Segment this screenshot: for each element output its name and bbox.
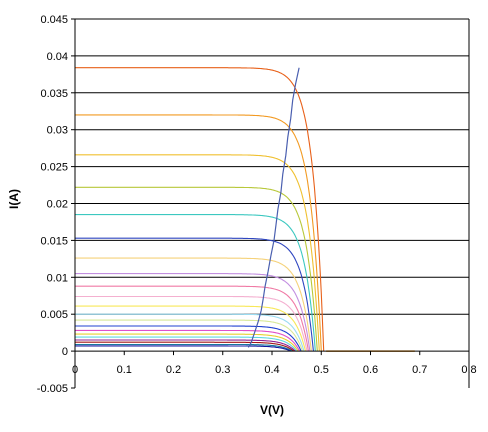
y-tick-label: 0.005 [40, 309, 68, 321]
iv-curve-20 [75, 345, 291, 352]
x-tick-label: 0.4 [264, 364, 279, 376]
iv-curve-0 [75, 67, 325, 352]
iv-curve-8 [75, 285, 309, 352]
x-tick-label: 0.3 [215, 364, 230, 376]
x-tick-label: 0.8 [461, 364, 476, 376]
iv-curve-4 [75, 214, 316, 352]
iv-curve-7 [75, 273, 311, 352]
y-tick-label: 0.04 [47, 51, 68, 63]
x-tick-label: 0.5 [314, 364, 329, 376]
iv-curve-6 [75, 257, 312, 352]
iv-curve-17 [75, 339, 296, 352]
iv-curve-3 [75, 186, 318, 352]
x-axis-label: V(V) [260, 403, 284, 417]
x-tick-label: 0.1 [117, 364, 132, 376]
y-tick-label: 0.025 [40, 162, 68, 174]
y-axis-label: I(A) [7, 189, 21, 209]
x-tick-label: 0.2 [166, 364, 181, 376]
iv-curve-15 [75, 333, 299, 352]
iv-curve-13 [75, 325, 302, 352]
x-tick-label: 0.7 [412, 364, 427, 376]
y-tick-label: 0.045 [40, 14, 68, 26]
iv-curve-1 [75, 114, 322, 352]
x-tick-label: 0.6 [363, 364, 378, 376]
y-tick-label: 0.01 [47, 272, 68, 284]
iv-curve-18 [75, 341, 295, 352]
y-tick-label: 0.03 [47, 125, 68, 137]
y-tick-label: -0.005 [37, 383, 68, 395]
iv-curve-11 [75, 313, 305, 352]
y-tick-label: 0.015 [40, 235, 68, 247]
iv-curve-9 [75, 295, 308, 352]
iv-curve-12 [75, 319, 304, 352]
series-lines [75, 67, 415, 352]
x-tick-label: 0 [72, 364, 78, 376]
y-tick-label: 0 [62, 346, 68, 358]
y-tick-label: 0.02 [47, 199, 68, 211]
iv-curve-2 [75, 154, 320, 352]
iv-curve-10 [75, 305, 307, 352]
mpp-locus-line [247, 67, 300, 348]
iv-curve-14 [75, 329, 301, 352]
iv-curve-16 [75, 336, 298, 352]
axes [71, 18, 470, 389]
iv-curve-19 [75, 343, 293, 352]
y-tick-label: 0.035 [40, 88, 68, 100]
tick-labels: -0.005 0 0.005 0.01 0.015 0.02 0.025 0.03 0.035 0… [37, 14, 477, 395]
